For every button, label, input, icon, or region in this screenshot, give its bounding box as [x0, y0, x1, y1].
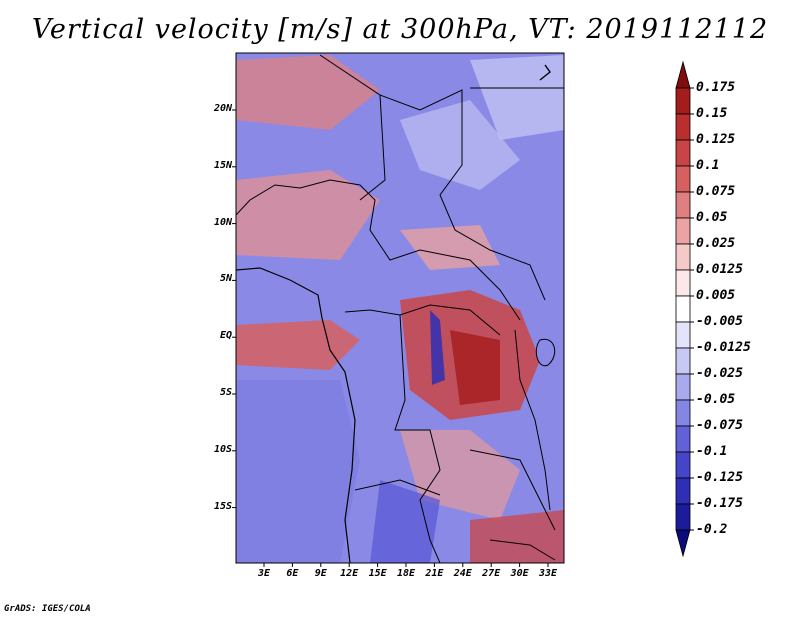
colorbar-swatch	[675, 243, 691, 271]
chart-title: Vertical velocity [m/s] at 300hPa, VT: 2…	[31, 14, 769, 45]
field-patch	[370, 480, 440, 563]
field-patch	[236, 380, 360, 563]
colorbar-swatch	[675, 503, 691, 531]
lon-tick-marks	[263, 563, 549, 567]
colorbar-label: 0.125	[696, 132, 736, 147]
lat-label: 5N	[219, 273, 232, 285]
country-border	[319, 54, 463, 115]
lon-label: 30E	[510, 568, 529, 579]
colorbar-swatch	[675, 113, 691, 141]
lat-label: EQ	[219, 330, 232, 342]
lake-shore	[514, 329, 551, 511]
colorbar-label: 0.005	[696, 288, 736, 303]
colorbar-swatch	[675, 347, 691, 375]
colorbar-swatch	[675, 87, 691, 115]
field-patch	[400, 100, 520, 190]
lon-label: 21E	[425, 568, 444, 579]
country-border	[489, 539, 556, 561]
colorbar-swatch	[675, 60, 691, 89]
lon-label: 27E	[482, 568, 501, 579]
lat-label: 10N	[213, 216, 232, 228]
lon-label: 18E	[396, 568, 416, 579]
colorbar-label: -0.175	[696, 496, 743, 511]
lat-label: 15S	[213, 500, 232, 512]
lake-victoria	[535, 338, 556, 367]
country-border	[354, 479, 441, 496]
colorbar-label: -0.005	[696, 314, 743, 329]
lat-label: 15N	[213, 159, 232, 171]
colorbar-label: 0.075	[696, 184, 736, 199]
colorbar-swatch	[675, 373, 691, 401]
field-patch	[450, 330, 500, 405]
colorbar-label: 0.175	[696, 80, 736, 95]
colorbar-swatch	[675, 139, 691, 167]
colorbar-label: -0.1	[696, 444, 728, 459]
field-patch	[236, 55, 380, 130]
coastline	[539, 64, 551, 81]
colorbar-label: -0.0125	[696, 340, 751, 355]
colorbar-swatch	[675, 165, 691, 193]
country-border	[394, 314, 441, 563]
field-patch	[470, 55, 564, 140]
country-border	[469, 449, 556, 531]
field-patch	[430, 310, 445, 385]
lon-label: 3E	[257, 568, 271, 579]
colorbar-label: -0.075	[696, 418, 743, 433]
colorbar-swatch	[675, 529, 691, 558]
colorbar-swatch	[675, 451, 691, 479]
colorbar-swatch	[675, 269, 691, 297]
field-patch	[236, 320, 360, 370]
field-patch	[400, 225, 500, 270]
colorbar	[675, 60, 694, 558]
colorbar-swatch	[675, 191, 691, 219]
lon-label: 9E	[314, 568, 327, 579]
lat-label: 10S	[213, 443, 232, 455]
lon-label: 24E	[453, 568, 472, 579]
field-patch	[236, 170, 380, 260]
lon-label: 12E	[340, 568, 359, 579]
colorbar-label: 0.05	[696, 210, 728, 225]
colorbar-label: -0.025	[696, 366, 743, 381]
colorbar-swatch	[675, 425, 691, 453]
lon-label: 33E	[538, 568, 558, 579]
country-border	[359, 94, 386, 201]
country-border	[439, 115, 546, 301]
colorbar-swatch	[675, 477, 691, 505]
colorbar-swatch	[675, 295, 691, 323]
lat-label: 5S	[219, 387, 232, 398]
lon-label: 15E	[368, 568, 387, 579]
colorbar-label: -0.05	[696, 392, 736, 407]
country-border	[236, 179, 521, 321]
colorbar-swatch	[675, 217, 691, 245]
colorbar-label: 0.15	[696, 106, 728, 121]
grads-credit: GrADS: IGES/COLA	[4, 604, 91, 614]
lon-label: 6E	[286, 568, 299, 579]
country-border	[344, 304, 501, 336]
map-field	[236, 53, 564, 563]
colorbar-swatch	[675, 321, 691, 349]
colorbar-label: -0.2	[696, 522, 728, 537]
colorbar-label: 0.025	[696, 236, 736, 251]
lat-tick-marks	[232, 109, 236, 509]
colorbar-label: 0.1	[696, 158, 720, 173]
colorbar-label: 0.0125	[696, 262, 743, 277]
coastline	[236, 267, 356, 563]
lat-label: 20N	[213, 103, 232, 114]
field-patch	[470, 510, 564, 563]
map-frame	[235, 52, 565, 564]
colorbar-label: -0.125	[696, 470, 743, 485]
colorbar-swatch	[675, 399, 691, 427]
